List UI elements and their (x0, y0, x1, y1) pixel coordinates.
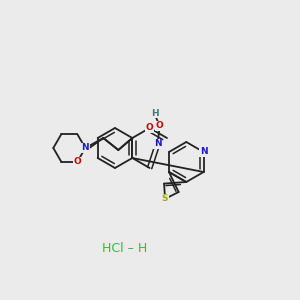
Text: N: N (82, 143, 89, 152)
Text: O: O (146, 124, 154, 133)
Text: HCl – H: HCl – H (102, 242, 148, 254)
Text: O: O (156, 122, 164, 130)
Text: N: N (200, 148, 207, 157)
Text: O: O (74, 158, 81, 166)
Text: S: S (162, 194, 168, 203)
Text: H: H (151, 109, 158, 118)
Text: N: N (154, 140, 161, 148)
